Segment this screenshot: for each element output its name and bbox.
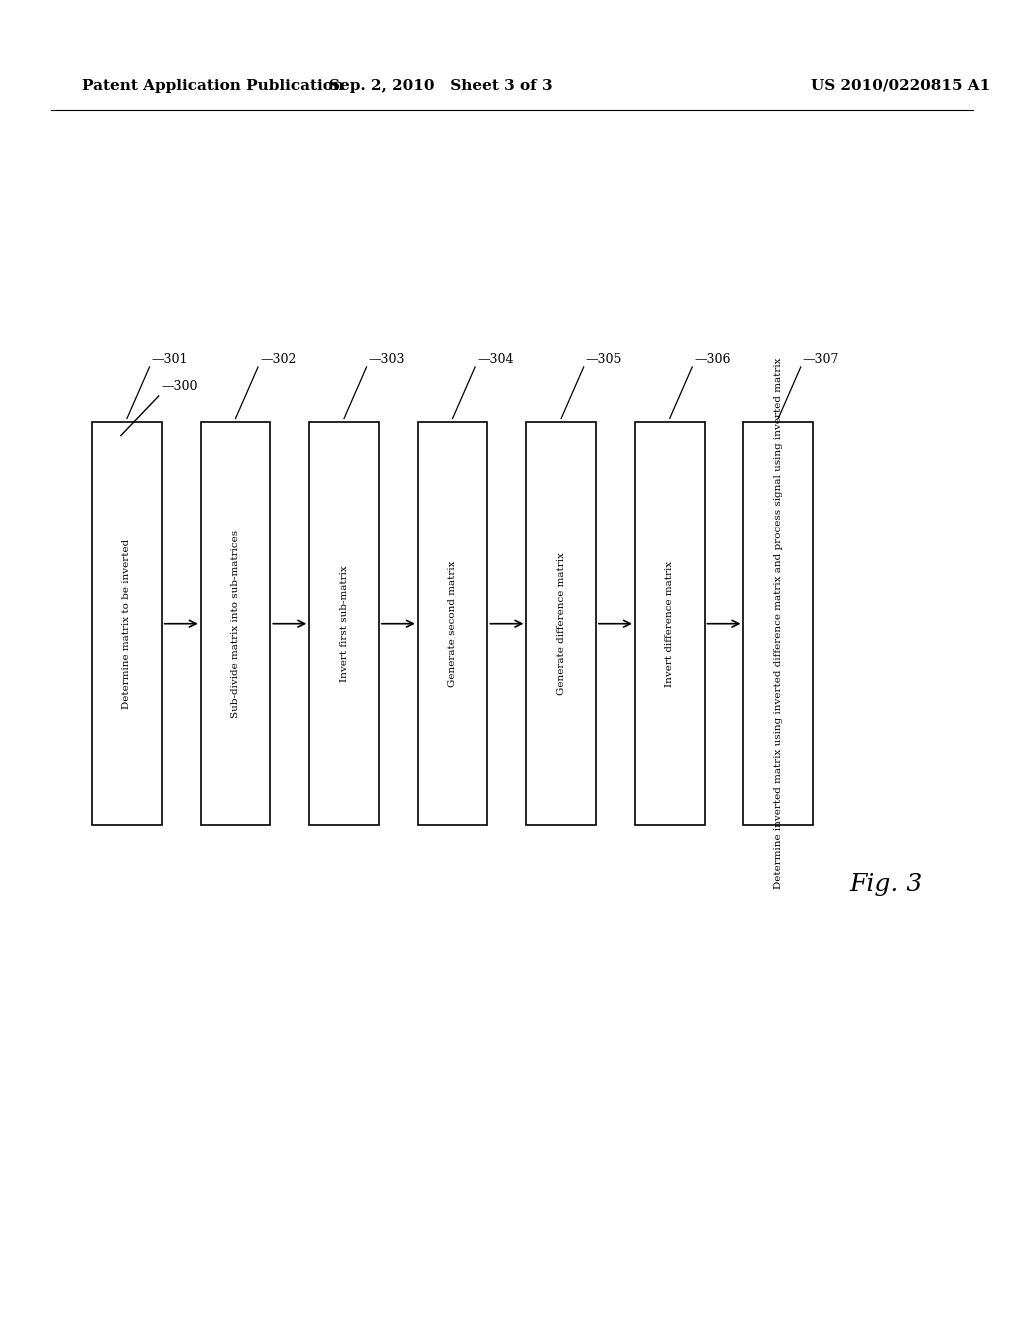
Text: —304: —304 (477, 352, 514, 366)
Text: —301: —301 (152, 352, 188, 366)
Bar (418, 422, 487, 825)
Text: —305: —305 (586, 352, 623, 366)
Bar (635, 422, 705, 825)
Text: Invert first sub-matrix: Invert first sub-matrix (340, 565, 348, 682)
Text: Determine matrix to be inverted: Determine matrix to be inverted (123, 539, 131, 709)
Text: Generate difference matrix: Generate difference matrix (557, 552, 565, 696)
Text: —306: —306 (694, 352, 731, 366)
Text: —303: —303 (369, 352, 406, 366)
Text: Fig. 3: Fig. 3 (849, 873, 923, 896)
Text: Sep. 2, 2010   Sheet 3 of 3: Sep. 2, 2010 Sheet 3 of 3 (329, 79, 552, 92)
Text: Sub-divide matrix into sub-matrices: Sub-divide matrix into sub-matrices (231, 529, 240, 718)
Text: —300: —300 (162, 380, 199, 393)
Text: —302: —302 (260, 352, 297, 366)
Text: —307: —307 (803, 352, 840, 366)
Bar (743, 422, 813, 825)
Bar (309, 422, 379, 825)
Bar (526, 422, 596, 825)
Text: Generate second matrix: Generate second matrix (449, 561, 457, 686)
Text: Patent Application Publication: Patent Application Publication (82, 79, 344, 92)
Bar (92, 422, 162, 825)
Text: Determine inverted matrix using inverted difference matrix and process signal us: Determine inverted matrix using inverted… (774, 358, 782, 890)
Text: Invert difference matrix: Invert difference matrix (666, 561, 674, 686)
Bar (201, 422, 270, 825)
Text: US 2010/0220815 A1: US 2010/0220815 A1 (811, 79, 991, 92)
